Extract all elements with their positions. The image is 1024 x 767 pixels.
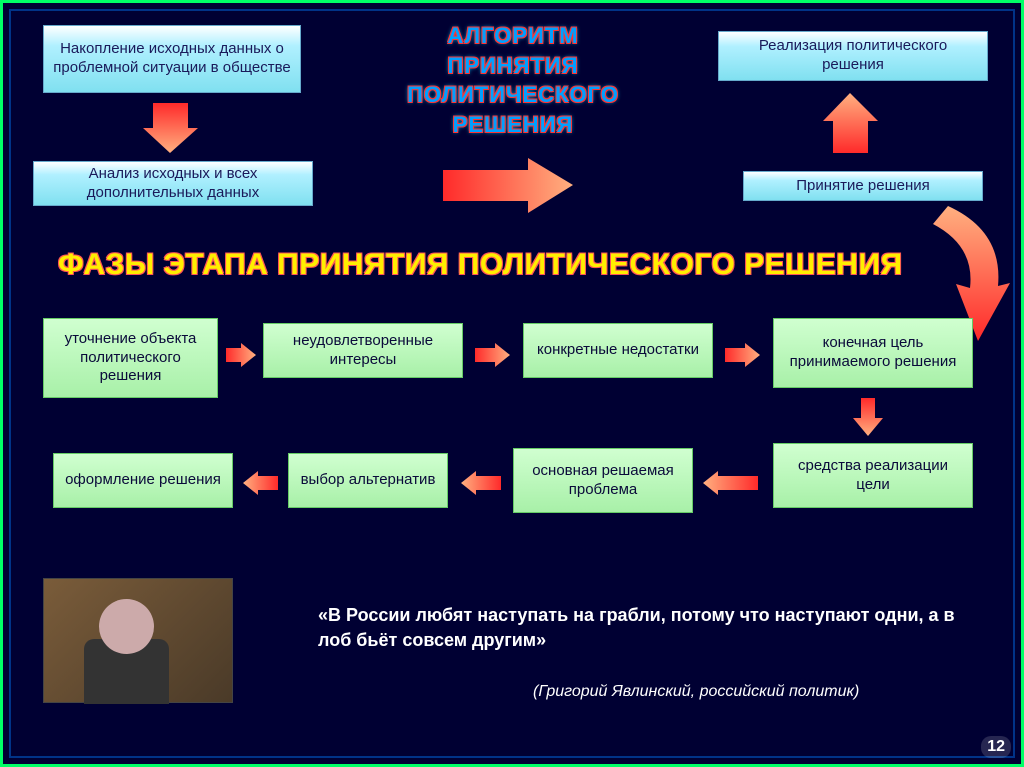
quote-text: «В России любят наступать на грабли, пот…: [318, 603, 968, 653]
arrow-left-icon: [703, 471, 758, 495]
subtitle: ФАЗЫ ЭТАПА ПРИНЯТИЯ ПОЛИТИЧЕСКОГО РЕШЕНИ…: [58, 248, 903, 282]
page-number: 12: [981, 736, 1011, 758]
quote-author: (Григорий Явлинский, российский политик): [533, 683, 859, 701]
phase-box-4: конечная цель принимаемого решения: [773, 318, 973, 388]
arrow-down-icon: [143, 103, 198, 153]
phase-box-5: оформление решения: [53, 453, 233, 508]
arrow-right-icon: [475, 343, 510, 367]
phase-box-7: основная решаемая проблема: [513, 448, 693, 513]
politician-photo: [43, 578, 233, 703]
arrow-left-icon: [461, 471, 501, 495]
arrow-right-icon: [226, 343, 256, 367]
phase-box-2: неудовлетворенные интересы: [263, 323, 463, 378]
box-accumulation: Накопление исходных данных о проблемной …: [43, 25, 301, 93]
box-analysis: Анализ исходных и всех дополнительных да…: [33, 161, 313, 206]
arrow-left-icon: [243, 471, 278, 495]
box-decision: Принятие решения: [743, 171, 983, 201]
arrow-right-icon: [725, 343, 760, 367]
main-title: АЛГОРИТМ ПРИНЯТИЯ ПОЛИТИЧЕСКОГО РЕШЕНИЯ: [373, 21, 653, 140]
arrow-up-icon: [823, 93, 878, 153]
phase-box-1: уточнение объекта политического решения: [43, 318, 218, 398]
arrow-right-big-icon: [443, 158, 573, 213]
box-realization: Реализация политического решения: [718, 31, 988, 81]
phase-box-8: средства реализации цели: [773, 443, 973, 508]
arrow-down-icon: [853, 398, 883, 436]
phase-box-6: выбор альтернатив: [288, 453, 448, 508]
phase-box-3: конкретные недостатки: [523, 323, 713, 378]
